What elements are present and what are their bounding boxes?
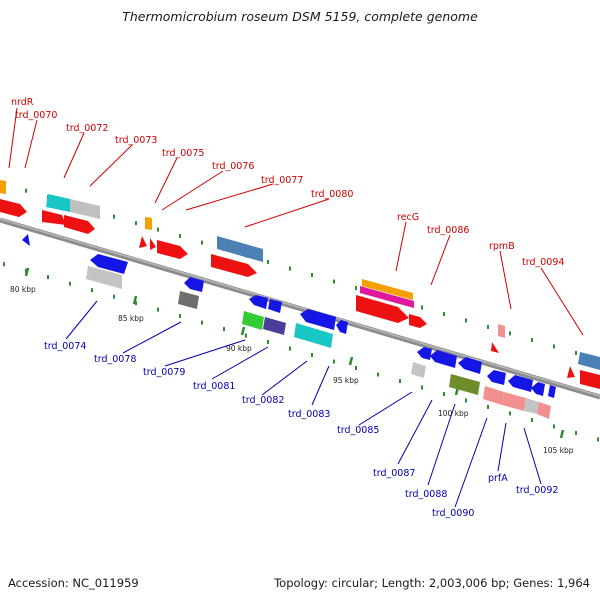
top-leaders	[8, 107, 584, 336]
gene-purple[interactable]	[263, 317, 286, 335]
map-title: Thermomicrobium roseum DSM 5159, complet…	[122, 9, 478, 24]
gene-label: nrdR	[11, 97, 34, 108]
gene-trd_0083[interactable]	[300, 309, 336, 330]
gene-recG-orange[interactable]	[362, 279, 413, 300]
gene-arrow-small[interactable]	[139, 236, 147, 248]
gene-green[interactable]	[242, 311, 264, 330]
gene-trd_0072b[interactable]	[64, 215, 95, 234]
gene-label: recG	[397, 212, 419, 223]
gene-trd_0072[interactable]	[42, 210, 66, 225]
scale-ticks: 80 kbp 85 kbp 90 kbp 95 kbp 100 kbp 105 …	[10, 267, 574, 455]
scale-tick-label: 105 kbp	[543, 446, 574, 455]
gene-label: trd_0083	[288, 409, 330, 420]
scale-tick	[24, 267, 30, 277]
gene-dark-grey[interactable]	[178, 291, 199, 309]
gene-orange-small[interactable]	[145, 217, 152, 230]
scale-tick	[559, 429, 565, 439]
genome-backbone-highlight	[0, 218, 600, 397]
genome-backbone	[0, 217, 600, 400]
gene-arrow-small[interactable]	[150, 238, 156, 250]
gene-trd_0088[interactable]	[449, 374, 480, 395]
gene-label: trd_0080	[311, 189, 353, 200]
gene-trd_0080[interactable]	[211, 254, 257, 277]
gene-blue[interactable]	[336, 320, 348, 334]
gene-grey[interactable]	[70, 199, 100, 219]
gene-steel[interactable]	[217, 236, 263, 262]
genome-summary-text: Topology: circular; Length: 2,003,006 bp…	[274, 576, 590, 590]
gene-trd_0086[interactable]	[409, 314, 427, 328]
gene-label: trd_0076	[212, 161, 254, 172]
scale-tick-label: 95 kbp	[333, 376, 359, 385]
gene-label: trd_0078	[94, 354, 136, 365]
gene-trd_0090[interactable]	[502, 392, 526, 411]
gene-label: trd_0094	[522, 257, 564, 268]
gene-label: trd_0082	[242, 395, 284, 406]
gene-label: trd_0087	[373, 468, 415, 479]
gene-recG-red[interactable]	[356, 295, 409, 323]
gene-grey-0085[interactable]	[411, 362, 426, 378]
gene-arrow-small[interactable]	[22, 234, 30, 246]
gene-label: trd_0085	[337, 425, 379, 436]
bottom-leaders	[65, 300, 542, 508]
scale-tick-label: 100 kbp	[438, 409, 469, 418]
gene-label: trd_0079	[143, 367, 185, 378]
gene-recG-magenta[interactable]	[360, 286, 414, 308]
scale-tick	[132, 295, 138, 305]
gene-label: trd_0073	[115, 135, 157, 146]
gene-trd_0094[interactable]	[580, 370, 600, 389]
scale-tick	[348, 356, 354, 366]
gene-blue[interactable]	[531, 382, 545, 396]
gene-arrow-small[interactable]	[567, 366, 575, 378]
forward-genes	[0, 180, 600, 389]
gene-trd_0078[interactable]	[184, 277, 204, 292]
gene-blue[interactable]	[508, 375, 533, 392]
gene-blue[interactable]	[548, 385, 556, 398]
gene-grey-0074[interactable]	[86, 266, 122, 289]
gene-label: trd_0081	[193, 381, 235, 392]
gene-blue[interactable]	[487, 370, 506, 385]
gene-steel-right[interactable]	[578, 352, 600, 370]
gene-blue[interactable]	[430, 350, 457, 368]
gene-label: trd_0086	[427, 225, 469, 236]
gene-cyan[interactable]	[46, 194, 70, 212]
gene-label: trd_0072	[66, 123, 108, 134]
gene-arrow-small[interactable]	[491, 342, 499, 353]
gene-label: prfA	[488, 473, 508, 484]
gene-grey-0092[interactable]	[524, 398, 539, 414]
gene-trd_0074[interactable]	[90, 254, 128, 274]
gene-blue[interactable]	[458, 357, 482, 374]
top-gene-labels: nrdR trd_0070 trd_0072 trd_0073 trd_0075…	[11, 97, 564, 268]
gene-label: trd_0088	[405, 489, 447, 500]
gene-label: trd_0075	[162, 148, 204, 159]
scale-tick	[240, 326, 246, 336]
gene-orange[interactable]	[0, 180, 6, 194]
gene-label: trd_0090	[432, 508, 474, 519]
gene-label: trd_0092	[516, 485, 558, 496]
gene-nrdR[interactable]	[0, 199, 27, 217]
reverse-genes	[22, 234, 556, 419]
gene-label: rpmB	[489, 241, 515, 252]
scale-tick-label: 85 kbp	[118, 314, 144, 323]
gene-blue[interactable]	[417, 347, 432, 360]
gene-prfA[interactable]	[483, 386, 504, 405]
gene-label: trd_0070	[15, 110, 57, 121]
gene-label: trd_0077	[261, 175, 303, 186]
gene-blue[interactable]	[268, 299, 282, 313]
gene-trd_0092[interactable]	[537, 402, 551, 419]
gene-trd_0075[interactable]	[157, 240, 188, 259]
bottom-gene-labels: trd_0074 trd_0078 trd_0079 trd_0081 trd_…	[44, 341, 558, 519]
scale-tick-label: 80 kbp	[10, 285, 36, 294]
accession-text: Accession: NC_011959	[8, 576, 139, 590]
gene-blue[interactable]	[249, 295, 268, 309]
scale-tick-label: 90 kbp	[226, 344, 252, 353]
gene-cyan-0083[interactable]	[294, 323, 333, 348]
gene-label: trd_0074	[44, 341, 86, 352]
gene-rpmB[interactable]	[498, 324, 505, 338]
